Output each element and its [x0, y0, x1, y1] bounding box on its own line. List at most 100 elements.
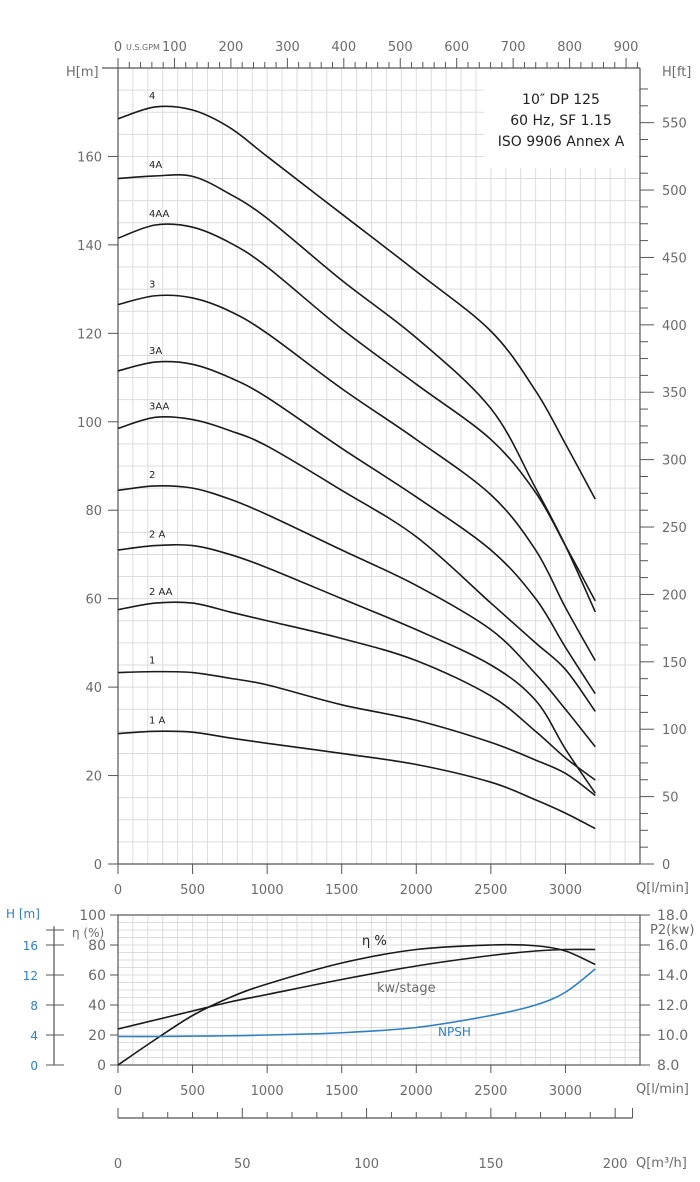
svg-text:100: 100 — [79, 908, 106, 924]
npsh-curve-label: NPSH — [438, 1025, 471, 1039]
q-lmin-axis-label: Q[l/min] — [636, 881, 689, 896]
svg-text:3000: 3000 — [549, 1084, 582, 1099]
svg-text:4A: 4A — [149, 160, 162, 171]
svg-text:0: 0 — [97, 1058, 106, 1074]
svg-text:80: 80 — [88, 938, 106, 954]
head-curve-2A — [117, 543, 596, 794]
svg-text:8: 8 — [30, 999, 38, 1013]
head-curve-2AA — [117, 601, 596, 781]
head-curve-4A — [117, 173, 596, 613]
svg-text:700: 700 — [501, 40, 526, 55]
svg-text:3: 3 — [149, 280, 155, 291]
gpm-unit-label: U.S.GPM — [126, 43, 160, 52]
svg-text:10.0: 10.0 — [657, 1028, 688, 1044]
svg-text:500: 500 — [662, 184, 687, 199]
kw-curve-label: kw/stage — [377, 981, 436, 996]
svg-text:100: 100 — [162, 40, 187, 55]
svg-text:2500: 2500 — [474, 883, 507, 898]
flow-conversion-scale: 0 50 100 150 200 — [114, 1108, 634, 1172]
svg-text:50: 50 — [662, 791, 679, 806]
svg-text:14.0: 14.0 — [657, 968, 688, 984]
main-grid — [118, 68, 640, 864]
p2-axis-label: P2(kw) — [650, 923, 694, 938]
svg-text:800: 800 — [557, 40, 582, 55]
svg-text:200: 200 — [603, 1157, 628, 1172]
svg-text:2 A: 2 A — [149, 530, 166, 541]
head-curves: 4 4A 4AA 3 3A 3AA 2 2 A 2 AA 1 1 A — [117, 91, 596, 830]
svg-text:3AA: 3AA — [149, 401, 169, 412]
svg-text:250: 250 — [662, 521, 687, 536]
svg-text:100: 100 — [662, 723, 687, 738]
head-curve-3A — [117, 360, 596, 695]
h-m-axis-label: H[m] — [66, 65, 99, 80]
q-lmin-lower-label: Q[l/min] — [636, 1082, 689, 1097]
svg-text:0: 0 — [94, 858, 102, 873]
head-curve-4 — [117, 105, 596, 500]
svg-text:4AA: 4AA — [149, 209, 169, 220]
svg-text:1: 1 — [149, 656, 155, 667]
svg-text:300: 300 — [275, 40, 300, 55]
svg-text:550: 550 — [662, 117, 687, 132]
svg-text:50: 50 — [234, 1157, 251, 1172]
svg-text:40: 40 — [88, 998, 106, 1014]
svg-text:0: 0 — [114, 40, 122, 55]
svg-text:2000: 2000 — [400, 1084, 433, 1099]
svg-text:4: 4 — [149, 91, 155, 102]
svg-text:100: 100 — [77, 416, 102, 431]
lower-axes: 02040608010004812168.010.012.014.016.018… — [23, 908, 688, 1099]
head-curve-3AA — [117, 415, 596, 712]
eta-axis-label: η (%) — [72, 926, 104, 940]
q-m3h-axis-label: Q[m³/h] — [636, 1156, 687, 1171]
svg-text:16.0: 16.0 — [657, 938, 688, 954]
svg-text:0: 0 — [114, 1157, 122, 1172]
svg-text:1500: 1500 — [325, 1084, 358, 1099]
svg-text:20: 20 — [88, 1028, 106, 1044]
lower-grid — [118, 915, 640, 1065]
svg-text:400: 400 — [331, 40, 356, 55]
svg-text:200: 200 — [662, 588, 687, 603]
head-curve-4AA — [117, 223, 596, 602]
svg-text:0: 0 — [30, 1059, 38, 1073]
svg-text:60: 60 — [85, 593, 102, 608]
svg-text:2 AA: 2 AA — [149, 587, 173, 598]
efficiency-power-npsh-curves — [117, 943, 596, 1066]
svg-text:100: 100 — [354, 1157, 379, 1172]
svg-text:150: 150 — [662, 656, 687, 671]
svg-text:150: 150 — [478, 1157, 503, 1172]
svg-text:2000: 2000 — [400, 883, 433, 898]
svg-text:600: 600 — [444, 40, 469, 55]
title-line-2: 60 Hz, SF 1.15 — [510, 113, 612, 129]
svg-text:1500: 1500 — [325, 883, 358, 898]
head-curve-3 — [117, 294, 596, 661]
eta-curve-label: η % — [362, 934, 387, 949]
svg-text:20: 20 — [85, 770, 102, 785]
svg-text:900: 900 — [614, 40, 639, 55]
svg-text:1000: 1000 — [251, 883, 284, 898]
svg-text:300: 300 — [662, 454, 687, 469]
svg-text:120: 120 — [77, 327, 102, 342]
title-line-1: 10″ DP 125 — [522, 92, 600, 108]
svg-text:0: 0 — [662, 858, 670, 873]
head-curve-1A — [117, 730, 596, 830]
svg-text:12: 12 — [23, 969, 38, 983]
svg-text:500: 500 — [180, 883, 205, 898]
svg-text:4: 4 — [30, 1029, 38, 1043]
svg-text:80: 80 — [85, 504, 102, 519]
title-line-3: ISO 9906 Annex A — [498, 134, 625, 150]
svg-text:200: 200 — [218, 40, 243, 55]
svg-text:500: 500 — [388, 40, 413, 55]
svg-text:2500: 2500 — [474, 1084, 507, 1099]
svg-text:0: 0 — [114, 1084, 122, 1099]
svg-text:2: 2 — [149, 470, 155, 481]
svg-text:16: 16 — [23, 939, 38, 953]
svg-text:60: 60 — [88, 968, 106, 984]
head-curve-1 — [117, 670, 596, 797]
svg-text:18.0: 18.0 — [657, 908, 688, 924]
npsh-curve — [117, 968, 596, 1038]
svg-text:500: 500 — [180, 1084, 205, 1099]
svg-text:160: 160 — [77, 150, 102, 165]
npsh-axis-label: H [m] — [6, 907, 40, 921]
svg-text:140: 140 — [77, 239, 102, 254]
